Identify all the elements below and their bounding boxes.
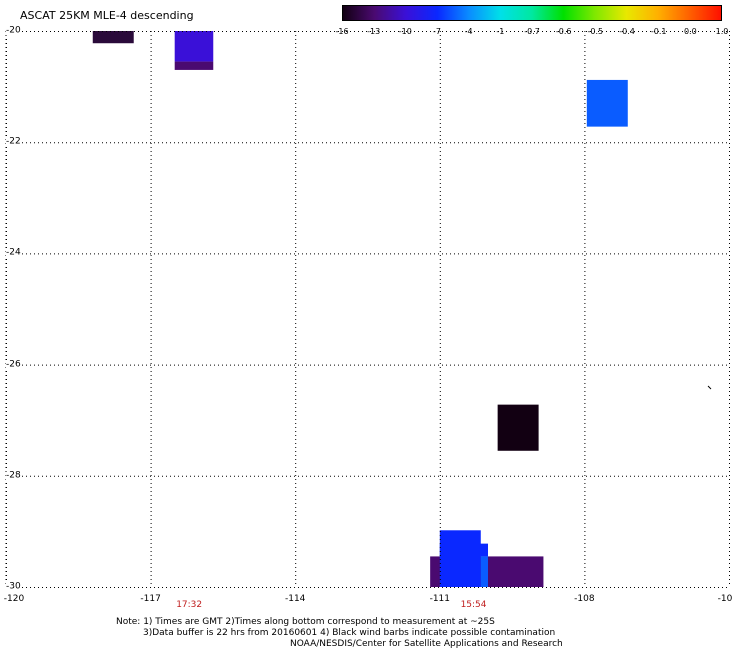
data-cell — [92, 31, 134, 44]
latitude-label: -20 — [6, 25, 21, 36]
longitude-label: -117 — [140, 594, 161, 604]
longitude-label: -114 — [284, 594, 306, 604]
colorbar-label: -10 — [398, 27, 412, 36]
colorbar-label: -0.5 — [587, 27, 604, 36]
colorbar-label: -13 — [367, 27, 381, 36]
time-label: 17:32 — [176, 600, 203, 610]
latitude-label: -26 — [6, 359, 21, 370]
data-cell — [439, 543, 488, 557]
latitude-label: -24 — [6, 247, 21, 258]
colorbar-label: -7 — [433, 27, 441, 36]
latitude-label: -22 — [6, 136, 21, 147]
colorbar — [342, 5, 722, 21]
longitude-label: -10 — [717, 594, 733, 604]
time-label: 15:54 — [460, 600, 487, 610]
wind-barb-mark — [707, 385, 712, 390]
latitude-label: -28 — [6, 470, 21, 481]
data-cell — [586, 79, 628, 127]
data-cell — [174, 61, 214, 70]
colorbar-label: -1 — [496, 27, 505, 36]
data-cell — [497, 404, 539, 451]
colorbar-label: -0.7 — [524, 27, 540, 36]
note-line-3: NOAA/NESDIS/Center for Satellite Applica… — [290, 639, 563, 649]
longitude-label: -111 — [429, 594, 451, 604]
data-cell — [439, 530, 481, 587]
map-title: ASCAT 25KM MLE-4 descending — [20, 9, 194, 22]
note-line-2: 3)Data buffer is 22 hrs from 20160601 4)… — [143, 628, 556, 638]
colorbar-label: -4 — [464, 27, 473, 36]
colorbar-label: -0.6 — [555, 27, 572, 36]
data-cell — [480, 556, 488, 587]
data-cell — [174, 31, 214, 62]
data-cells — [92, 31, 628, 587]
note-line-1: Note: 1) Times are GMT 2)Times along bot… — [116, 617, 495, 627]
latitude-label: -30 — [6, 581, 21, 592]
grid-lines — [5, 31, 730, 588]
longitude-label: -120 — [3, 594, 25, 604]
longitude-label: -108 — [574, 594, 595, 604]
